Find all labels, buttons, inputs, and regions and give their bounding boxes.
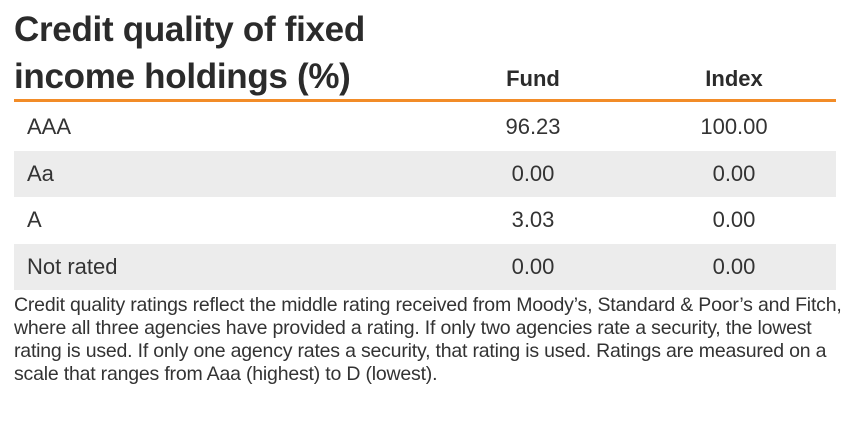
row-label: A (27, 207, 42, 232)
table-title: Credit quality of fixed income holdings … (14, 10, 365, 96)
index-value: 0.00 (712, 253, 756, 279)
row-label: Aa (27, 160, 54, 186)
fund-value: 0.00 (511, 253, 555, 279)
table-row: A 3.03 0.00 (14, 197, 836, 244)
table-row: Not rated 0.00 0.00 (14, 243, 836, 290)
fund-value: 96.23 (505, 114, 561, 139)
table-row: AAA 96.23 100.00 (14, 104, 836, 151)
fund-value: 3.03 (511, 207, 555, 232)
index-value: 0.00 (712, 207, 756, 232)
fund-value: 0.00 (511, 160, 555, 186)
row-label: Not rated (27, 253, 118, 279)
column-header-fund: Fund (506, 66, 560, 91)
footnote: Credit quality ratings reflect the middl… (14, 294, 842, 385)
index-value: 0.00 (712, 160, 756, 186)
row-label: AAA (27, 114, 72, 139)
credit-quality-table: AAA 96.23 100.00 Aa 0.00 0.00 A 3.03 0.0… (14, 104, 836, 290)
table-row: Aa 0.00 0.00 (14, 150, 836, 197)
index-value: 100.00 (700, 114, 768, 139)
column-header-index: Index (705, 66, 763, 91)
header-divider (14, 99, 836, 102)
